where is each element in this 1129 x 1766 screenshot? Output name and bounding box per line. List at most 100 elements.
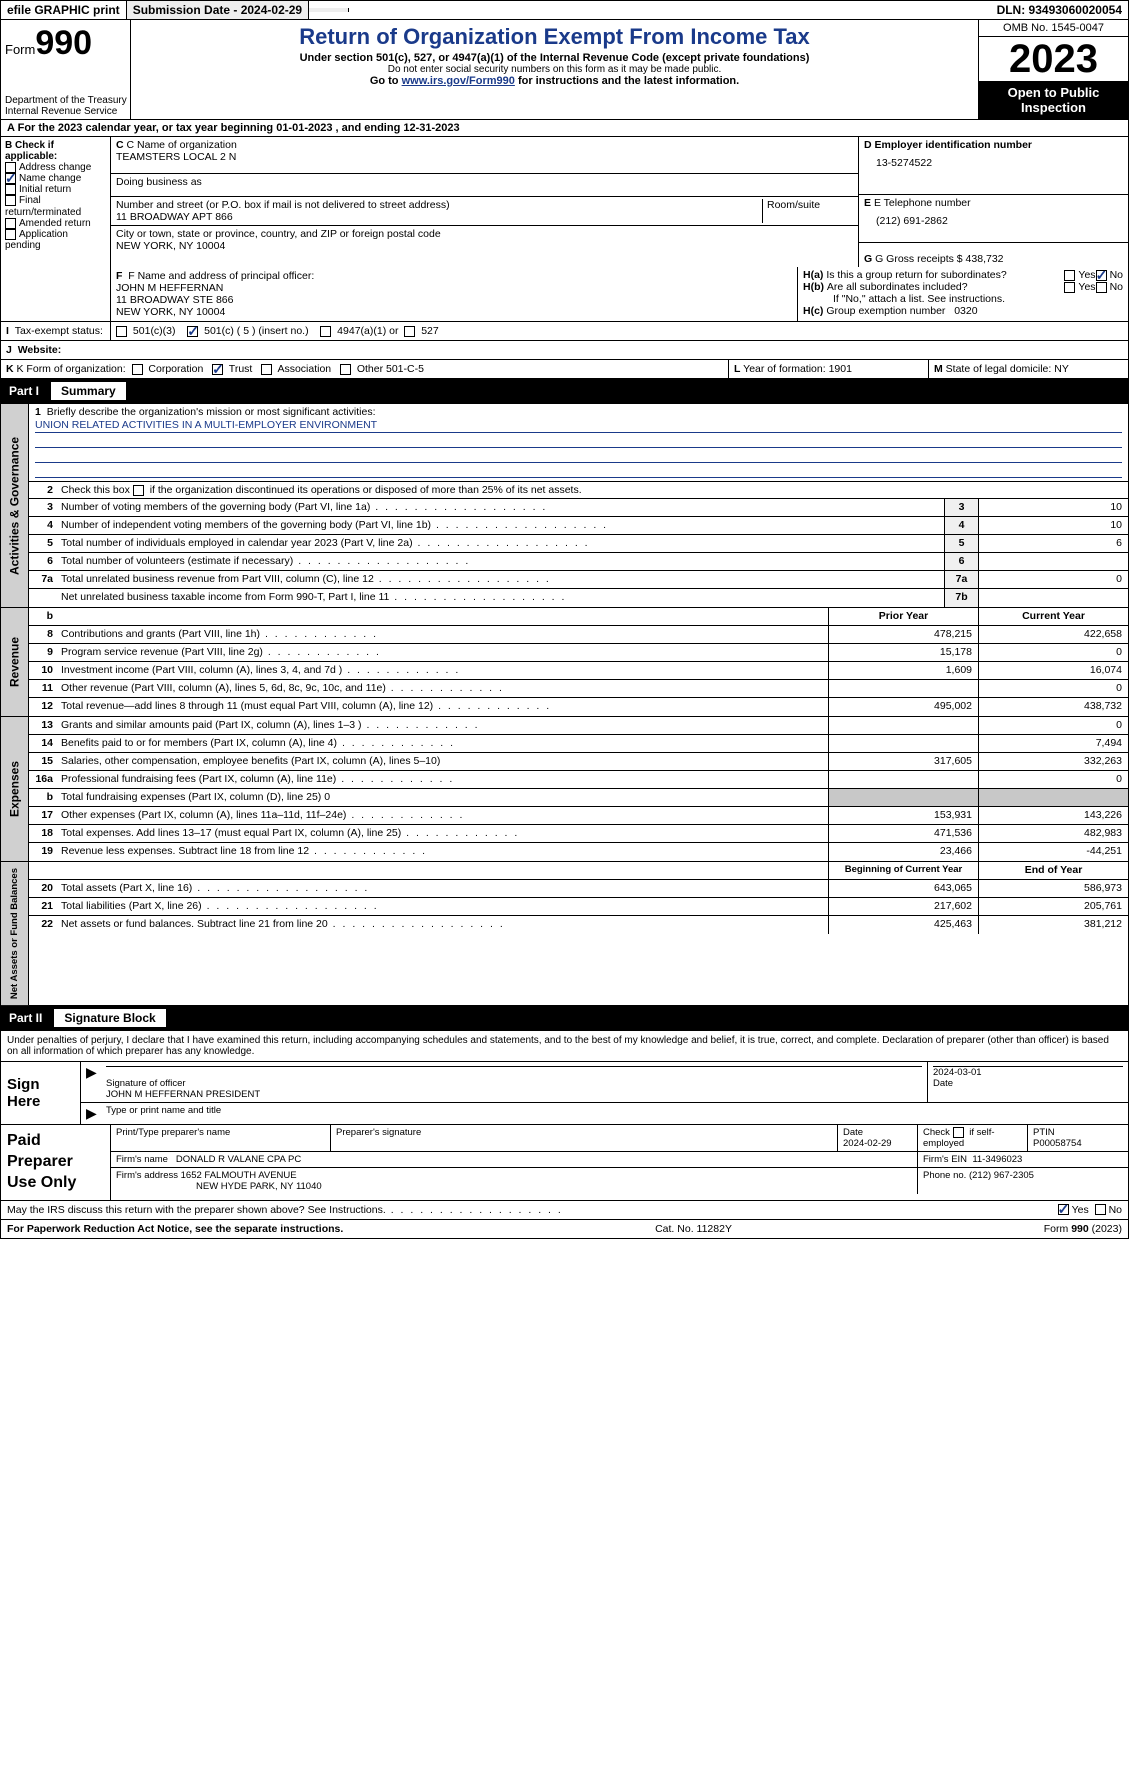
line-b-text: Total fundraising expenses (Part IX, col… xyxy=(61,791,330,803)
form-ssn-note: Do not enter social security numbers on … xyxy=(141,64,968,75)
form-id-box: Form990 Department of the Treasury Inter… xyxy=(1,20,131,119)
line-20-end: 586,973 xyxy=(978,880,1128,897)
submission-date: Submission Date - 2024-02-29 xyxy=(127,1,309,19)
line-7b-value xyxy=(978,589,1128,607)
chk-application-pending[interactable]: Application pending xyxy=(5,229,106,251)
box-b: B Check if applicable: Address change Na… xyxy=(1,137,111,267)
website-value xyxy=(111,341,1128,359)
page-footer: For Paperwork Reduction Act Notice, see … xyxy=(0,1220,1129,1239)
line-18-text: Total expenses. Add lines 13–17 (must eq… xyxy=(61,827,401,839)
line-17-text: Other expenses (Part IX, column (A), lin… xyxy=(61,809,346,821)
ha-yes[interactable] xyxy=(1064,270,1075,281)
chk-527[interactable] xyxy=(404,326,415,337)
chk-4947[interactable] xyxy=(320,326,331,337)
line-14-prior xyxy=(828,735,978,752)
irs-link[interactable]: www.irs.gov/Form990 xyxy=(402,75,515,87)
line-22-end: 381,212 xyxy=(978,916,1128,934)
line-11-current: 0 xyxy=(978,680,1128,697)
chk-name-change[interactable]: Name change xyxy=(5,173,106,184)
firm-name: DONALD R VALANE CPA PC xyxy=(176,1154,301,1165)
row-l: L Year of formation: 1901 xyxy=(728,360,928,378)
firm-ein-label: Firm's EIN xyxy=(923,1154,967,1165)
chk-assoc[interactable] xyxy=(261,364,272,375)
box-b-label: B Check if applicable: xyxy=(5,140,106,162)
footer-left: For Paperwork Reduction Act Notice, see … xyxy=(7,1223,343,1235)
ha-no[interactable] xyxy=(1096,270,1107,281)
vtab-governance: Activities & Governance xyxy=(1,404,29,607)
line-8-current: 422,658 xyxy=(978,626,1128,643)
chk-501c3[interactable] xyxy=(116,326,127,337)
chk-discontinued[interactable] xyxy=(133,485,144,496)
type-name-label: Type or print name and title xyxy=(106,1105,221,1116)
hb-no[interactable] xyxy=(1096,282,1107,293)
line-8-prior: 478,215 xyxy=(828,626,978,643)
line-4-value: 10 xyxy=(978,517,1128,534)
discuss-no[interactable] xyxy=(1095,1204,1106,1215)
chk-trust[interactable] xyxy=(212,364,223,375)
part-i-num: Part I xyxy=(9,384,51,398)
org-name-label: C C Name of organization xyxy=(116,139,853,151)
perjury-declaration: Under penalties of perjury, I declare th… xyxy=(0,1031,1129,1062)
sign-arrow-icon: ▶ xyxy=(81,1062,101,1102)
hb-yes[interactable] xyxy=(1064,282,1075,293)
link-post: for instructions and the latest informat… xyxy=(515,75,739,87)
box-de: D Employer identification number13-52745… xyxy=(858,137,1128,267)
end-year-hdr: End of Year xyxy=(978,862,1128,879)
form-word: Form xyxy=(5,42,35,57)
ha-label: Is this a group return for subordinates? xyxy=(826,269,1064,281)
hb-note: If "No," attach a list. See instructions… xyxy=(803,293,1123,305)
gross-receipts-value: 438,732 xyxy=(966,253,1004,265)
top-bar: efile GRAPHIC print Submission Date - 20… xyxy=(0,0,1129,20)
vtab-net-assets: Net Assets or Fund Balances xyxy=(1,862,29,1005)
chk-501c[interactable] xyxy=(187,326,198,337)
footer-right: Form 990 (2023) xyxy=(1044,1223,1122,1235)
preparer-date-label: Date xyxy=(843,1127,863,1138)
chk-address-change[interactable]: Address change xyxy=(5,162,106,173)
sig-date-label: Date xyxy=(933,1078,953,1089)
firm-phone: (212) 967-2305 xyxy=(969,1170,1034,1181)
firm-addr-label: Firm's address xyxy=(116,1170,178,1181)
public-inspection: Open to Public Inspection xyxy=(979,81,1128,119)
preparer-sig-label: Preparer's signature xyxy=(336,1127,421,1138)
line-20-beg: 643,065 xyxy=(828,880,978,897)
vtab-expenses: Expenses xyxy=(1,717,29,861)
line-13-text: Grants and similar amounts paid (Part IX… xyxy=(61,719,362,731)
chk-initial-return[interactable]: Initial return xyxy=(5,184,106,195)
row-a-tax-year: A For the 2023 calendar year, or tax yea… xyxy=(0,120,1129,137)
line-19-current: -44,251 xyxy=(978,843,1128,861)
line-21-end: 205,761 xyxy=(978,898,1128,915)
box-c: C C Name of organizationTEAMSTERS LOCAL … xyxy=(111,137,858,267)
fh-left-blank xyxy=(1,267,111,321)
line-7a-value: 0 xyxy=(978,571,1128,588)
officer-addr2: NEW YORK, NY 10004 xyxy=(116,306,792,318)
form-header: Form990 Department of the Treasury Inter… xyxy=(0,20,1129,120)
vtab-revenue: Revenue xyxy=(1,608,29,716)
line-12-text: Total revenue—add lines 8 through 11 (mu… xyxy=(61,700,433,712)
section-fh: F F Name and address of principal office… xyxy=(0,267,1129,322)
dln: DLN: 93493060020054 xyxy=(991,1,1128,19)
line-15-text: Salaries, other compensation, employee b… xyxy=(61,755,440,767)
paid-preparer-block: Paid Preparer Use Only Print/Type prepar… xyxy=(0,1125,1129,1200)
line-15-current: 332,263 xyxy=(978,753,1128,770)
officer-label: F F Name and address of principal office… xyxy=(116,270,792,282)
chk-amended-return[interactable]: Amended return xyxy=(5,218,106,229)
row-i-options: 501(c)(3) 501(c) ( 5 ) (insert no.) 4947… xyxy=(111,322,1128,340)
preparer-date: 2024-02-29 xyxy=(843,1138,892,1149)
chk-other[interactable] xyxy=(340,364,351,375)
chk-self-employed[interactable] xyxy=(953,1127,964,1138)
chk-corp[interactable] xyxy=(132,364,143,375)
chk-final-return[interactable]: Final return/terminated xyxy=(5,195,106,217)
org-name: TEAMSTERS LOCAL 2 N xyxy=(116,151,853,163)
line-10-current: 16,074 xyxy=(978,662,1128,679)
line-7b-box: 7b xyxy=(944,589,978,607)
row-m: M State of legal domicile: NY xyxy=(928,360,1128,378)
line-3-box: 3 xyxy=(944,499,978,516)
line-3-text: Number of voting members of the governin… xyxy=(61,501,370,513)
grid-bcde: B Check if applicable: Address change Na… xyxy=(0,137,1129,267)
line-16a-current: 0 xyxy=(978,771,1128,788)
line-19-text: Revenue less expenses. Subtract line 18 … xyxy=(61,845,309,857)
firm-addr2: NEW HYDE PARK, NY 11040 xyxy=(116,1181,322,1192)
discuss-row: May the IRS discuss this return with the… xyxy=(0,1201,1129,1220)
discuss-yes[interactable] xyxy=(1058,1204,1069,1215)
form-number: 990 xyxy=(35,24,92,62)
